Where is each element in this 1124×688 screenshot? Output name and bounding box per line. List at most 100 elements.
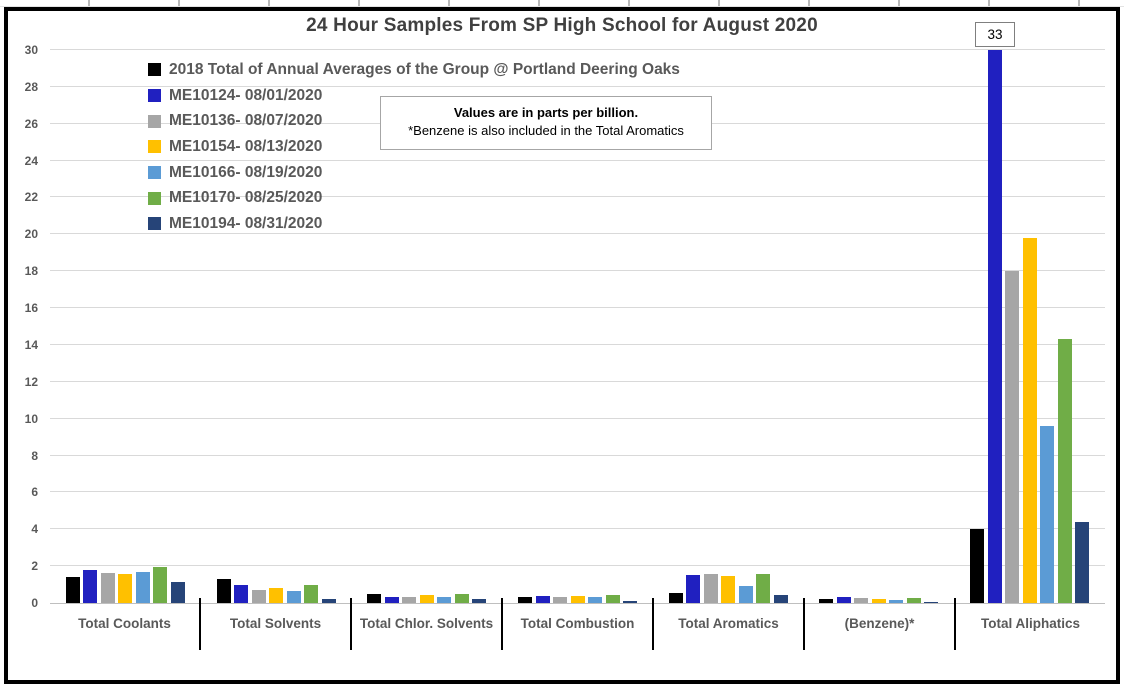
bar — [773, 594, 788, 603]
bar — [553, 596, 568, 603]
bar — [924, 602, 939, 603]
bar — [686, 575, 701, 603]
gridline-18 — [50, 270, 1105, 272]
legend-label: 2018 Total of Annual Averages of the Gro… — [169, 60, 680, 78]
bar — [1005, 271, 1020, 603]
gridline-2 — [50, 565, 1105, 567]
chart-title: 24 Hour Samples From SP High School for … — [306, 15, 818, 36]
annotation-box: Values are in parts per billion. *Benzen… — [380, 96, 712, 150]
y-tick-label-28: 28 — [24, 79, 38, 94]
gridline-14 — [50, 343, 1105, 345]
bar-group-4 — [653, 50, 804, 603]
y-tick-label-8: 8 — [31, 448, 38, 463]
bar — [135, 571, 150, 603]
bar — [304, 584, 319, 603]
legend-item-6: ME10194- 08/31/2020 — [148, 211, 680, 237]
gridline-24 — [50, 159, 1105, 161]
legend: 2018 Total of Annual Averages of the Gro… — [148, 57, 680, 237]
legend-swatch-icon — [148, 217, 161, 231]
gridline-10 — [50, 417, 1105, 419]
y-tick-label-18: 18 — [24, 264, 38, 279]
bar — [454, 593, 469, 603]
bar — [721, 576, 736, 603]
bar — [216, 579, 231, 603]
bar — [437, 596, 452, 603]
bar — [472, 599, 487, 603]
bar — [251, 590, 266, 603]
y-axis: 0 2 4 6 8 10 12 14 16 18 20 22 24 26 28 30 — [0, 43, 42, 610]
bar — [819, 599, 834, 603]
bar — [854, 598, 869, 603]
category-label-0: Total Coolants — [78, 616, 171, 631]
bar — [756, 574, 771, 603]
y-tick-label-0: 0 — [31, 596, 38, 610]
legend-label: ME10194- 08/31/2020 — [169, 214, 323, 232]
bar — [83, 569, 98, 603]
bar — [118, 573, 133, 603]
y-tick-label-22: 22 — [24, 190, 38, 205]
y-tick-label-14: 14 — [24, 337, 38, 352]
bar — [1075, 521, 1090, 603]
gridline-16 — [50, 307, 1105, 309]
bar — [836, 597, 851, 603]
bar — [871, 599, 886, 603]
legend-item-2: ME10136- 08/07/2020 — [148, 108, 680, 134]
bar — [570, 595, 585, 603]
bar — [906, 598, 921, 603]
annotation-line-1: Values are in parts per billion. — [453, 105, 639, 120]
gridline-6 — [50, 491, 1105, 493]
bar — [623, 601, 638, 603]
bar-group-3 — [502, 50, 653, 603]
y-tick-label-26: 26 — [24, 116, 38, 131]
bar — [286, 591, 301, 603]
bar — [605, 594, 620, 603]
legend-item-5: ME10170- 08/25/2020 — [148, 185, 680, 211]
y-tick-label-2: 2 — [31, 559, 38, 574]
bar — [402, 596, 417, 603]
bar — [367, 593, 382, 603]
gridline-30 — [50, 49, 1105, 50]
bar — [234, 584, 249, 603]
y-tick-label-12: 12 — [24, 374, 38, 389]
gridline-22 — [50, 196, 1105, 198]
bar — [153, 567, 168, 603]
legend-label: ME10154- 08/13/2020 — [169, 137, 323, 155]
bar-group-1 — [201, 50, 352, 603]
bar — [269, 588, 284, 603]
y-tick-label-4: 4 — [31, 522, 38, 537]
bar — [170, 581, 185, 603]
category-label-2: Total Chlor. Solvents — [350, 598, 501, 650]
y-tick-label-16: 16 — [24, 301, 38, 316]
bar — [1022, 238, 1037, 603]
y-tick-label-6: 6 — [31, 485, 38, 500]
category-label-4: Total Aromatics — [652, 598, 803, 650]
legend-label: ME10124- 08/01/2020 — [169, 86, 323, 104]
bar — [889, 600, 904, 603]
bar — [321, 599, 336, 603]
bar — [738, 585, 753, 603]
y-tick-label-10: 10 — [24, 411, 38, 426]
legend-swatch-icon — [148, 89, 161, 103]
legend-swatch-icon — [148, 114, 161, 128]
bar-group-2 — [351, 50, 502, 603]
bar — [703, 573, 718, 603]
category-label-6: Total Aliphatics — [954, 598, 1105, 650]
bar — [1040, 426, 1055, 603]
bar — [970, 529, 985, 603]
bar-group-0 — [50, 50, 201, 603]
spreadsheet-edge-strip — [0, 0, 1124, 7]
bar-groups — [50, 50, 1105, 603]
category-label-3: Total Combustion — [501, 598, 652, 650]
legend-label: ME10166- 08/19/2020 — [169, 163, 323, 181]
category-label-1: Total Solvents — [199, 598, 350, 650]
legend-item-4: ME10166- 08/19/2020 — [148, 160, 680, 186]
data-label-33: 33 — [975, 22, 1015, 47]
y-tick-label-24: 24 — [24, 153, 38, 168]
x-axis-category-labels: Total Coolants Total Solvents Total Chlor.… — [50, 598, 1105, 650]
legend-item-3: ME10154- 08/13/2020 — [148, 134, 680, 160]
bar — [668, 592, 683, 603]
legend-swatch-icon — [148, 191, 161, 205]
legend-label: ME10136- 08/07/2020 — [169, 112, 323, 130]
gridline-12 — [50, 380, 1105, 382]
bar — [1057, 339, 1072, 603]
